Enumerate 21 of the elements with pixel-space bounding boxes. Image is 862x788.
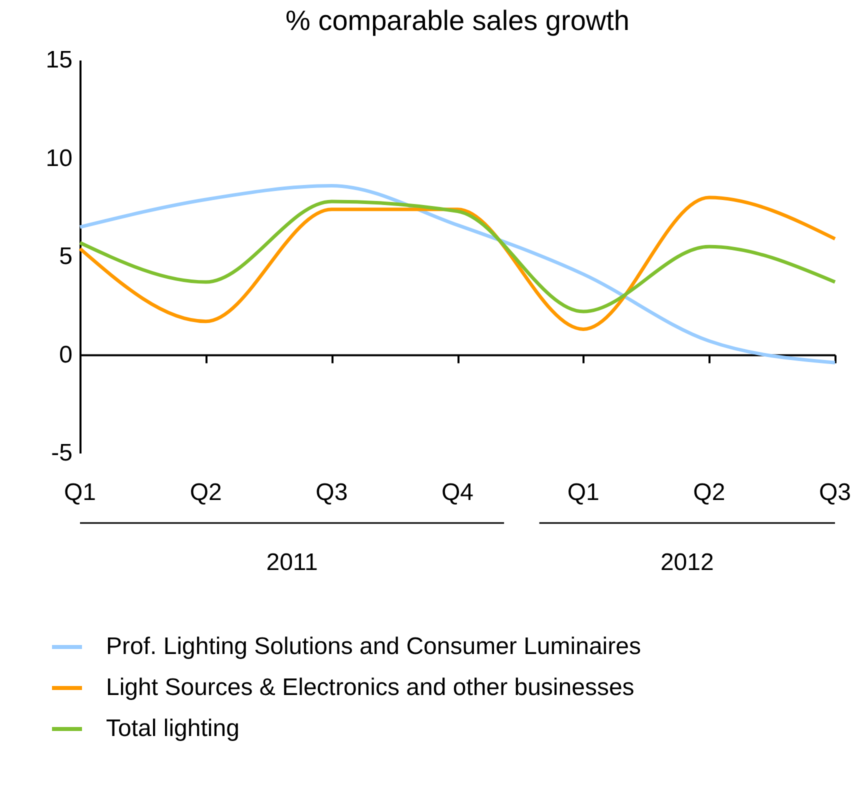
x-tick-label: Q3 [818,479,852,506]
legend-label: Light Sources & Electronics and other businesses [106,674,634,701]
chart-title: % comparable sales growth [286,5,630,36]
x-tick-label: Q1 [567,479,600,506]
legend-label: Total lighting [106,715,240,742]
line-series [78,184,837,364]
y-tick-label: 10 [46,144,72,172]
x-tick-label: Q2 [190,479,222,506]
x-tick-label: Q2 [693,479,726,506]
text: 2011 [266,549,318,576]
x-tick-label: Q3 [316,479,348,506]
legend-label: Prof. Lighting Solutions and Consumer Luminaires [106,633,641,660]
line-series [78,196,837,331]
y-tick-label: 15 [46,46,72,74]
y-tick-label: -5 [51,440,72,466]
line-series [78,200,837,314]
text: 2012 [660,549,714,576]
y-tick-label: 5 [59,243,72,270]
y-tick-label: 0 [59,341,72,368]
x-tick-label: Q4 [441,479,474,506]
x-tick-label: Q1 [64,479,96,506]
